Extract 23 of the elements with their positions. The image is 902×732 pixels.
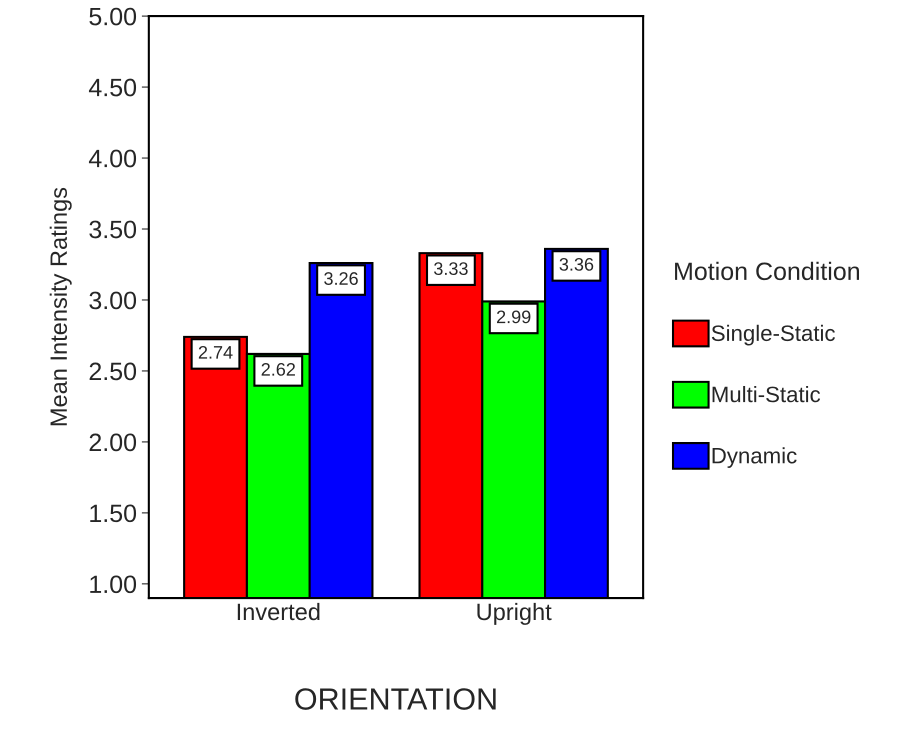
y-tick-label: 1.50 [90, 504, 136, 522]
x-axis-title: ORIENTATION [295, 688, 496, 710]
y-tick-label: 2.50 [90, 362, 136, 380]
legend-label: Single-Static [712, 324, 835, 346]
x-tick-label: Upright [477, 602, 552, 625]
x-tick-label: Inverted [238, 602, 320, 620]
y-tick-label: 4.50 [88, 78, 136, 96]
y-tick-label: 3.50 [89, 220, 136, 238]
y-tick-label: 4.00 [88, 150, 136, 168]
y-axis-title: Mean Intensity Ratings [50, 188, 72, 426]
y-tick-label: 1.00 [90, 575, 136, 594]
y-tick-label: 3.00 [89, 292, 136, 310]
data-label: 3.33 [434, 262, 468, 276]
legend-title: Motion Condition [675, 262, 859, 280]
data-label: 2.74 [198, 346, 233, 359]
legend-label: Dynamic [712, 447, 797, 468]
y-tick-label: 5.00 [89, 8, 136, 26]
data-label: 2.99 [497, 310, 530, 324]
y-tick-label: 2.00 [90, 434, 136, 452]
legend-label: Multi-Static [712, 386, 820, 402]
data-label: 3.36 [560, 258, 594, 271]
data-label: 3.26 [324, 272, 358, 285]
data-label: 2.62 [262, 363, 295, 376]
